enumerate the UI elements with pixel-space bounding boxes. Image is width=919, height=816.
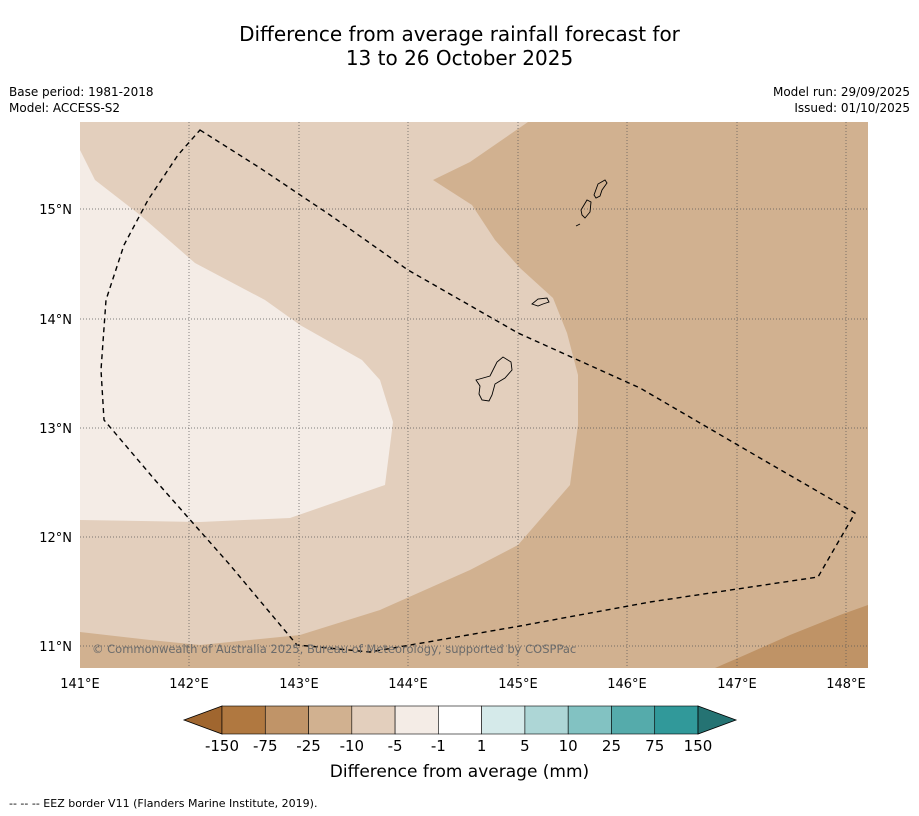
colorbar-swatch	[611, 705, 656, 735]
map-area	[80, 122, 868, 668]
lat-label: 13°N	[39, 422, 72, 437]
island-rota	[531, 297, 550, 307]
colorbar-swatch	[394, 705, 439, 735]
model-name: Model: ACCESS-S2	[9, 101, 121, 115]
right-metadata: Model run: 29/09/2025 Issued: 01/10/2025	[773, 84, 910, 116]
colorbar	[182, 705, 738, 735]
colorbar-swatch	[264, 705, 309, 735]
lat-label: 14°N	[39, 313, 72, 328]
gridlines	[80, 122, 868, 668]
lon-label: 142°E	[169, 677, 209, 692]
colorbar-swatch	[567, 705, 612, 735]
colorbar-extend-high	[697, 705, 738, 735]
island-aguijan	[575, 223, 581, 227]
colorbar-label: 75	[645, 737, 664, 755]
lon-label: 147°E	[717, 677, 757, 692]
island-saipan	[593, 179, 608, 199]
region-fill-minus1-minus5	[80, 150, 393, 522]
colorbar-swatch	[221, 705, 266, 735]
lon-tick-labels: 141°E 142°E 143°E 144°E 145°E 146°E 147°…	[60, 677, 866, 692]
lon-label: 141°E	[60, 677, 100, 692]
lon-label: 146°E	[607, 677, 647, 692]
issued-date: Issued: 01/10/2025	[794, 101, 910, 115]
base-period: Base period: 1981-2018	[9, 85, 154, 99]
colorbar-title: Difference from average (mm)	[329, 762, 590, 782]
title-line-2: 13 to 26 October 2025	[345, 46, 574, 70]
colorbar-swatch	[524, 705, 569, 735]
colorbar-swatch	[308, 705, 353, 735]
colorbar-label: 150	[684, 737, 713, 755]
lon-label: 144°E	[388, 677, 428, 692]
colorbar-label: 25	[602, 737, 621, 755]
colorbar-label: -10	[340, 737, 365, 755]
colorbar-labels: -150 -75 -25 -10 -5 -1 1 5 10 25 75 150	[205, 737, 712, 755]
colorbar-label: -1	[431, 737, 446, 755]
island-tinian	[580, 199, 592, 219]
lat-label: 11°N	[39, 640, 72, 655]
title-line-1: Difference from average rainfall forecas…	[239, 22, 680, 46]
lon-label: 143°E	[279, 677, 319, 692]
colorbar-label: 1	[477, 737, 487, 755]
footnote-eez: -- -- -- EEZ border V11 (Flanders Marine…	[9, 797, 318, 810]
colorbar-label: -150	[205, 737, 239, 755]
chart-title: Difference from average rainfall forecas…	[0, 22, 919, 70]
lat-label: 15°N	[39, 203, 72, 218]
colorbar-label: -5	[388, 737, 403, 755]
colorbar-swatch	[481, 705, 526, 735]
colorbar-label: 5	[520, 737, 530, 755]
islands	[475, 179, 608, 402]
colorbar-swatch	[654, 705, 699, 735]
colorbar-label: 10	[559, 737, 578, 755]
lat-tick-labels: 15°N 14°N 13°N 12°N 11°N	[39, 203, 72, 655]
colorbar-label: -25	[296, 737, 321, 755]
region-fill-minus25-minus75	[715, 605, 868, 668]
copyright-text: © Commonwealth of Australia 2025, Bureau…	[92, 642, 576, 656]
lon-label: 145°E	[498, 677, 538, 692]
colorbar-label: -75	[253, 737, 278, 755]
left-metadata: Base period: 1981-2018 Model: ACCESS-S2	[9, 84, 154, 116]
colorbar-swatch	[438, 705, 482, 735]
colorbar-swatch	[351, 705, 396, 735]
lat-label: 12°N	[39, 531, 72, 546]
island-guam	[475, 356, 513, 402]
model-run: Model run: 29/09/2025	[772, 85, 910, 99]
colorbar-extend-low	[182, 705, 223, 735]
lon-label: 148°E	[826, 677, 866, 692]
